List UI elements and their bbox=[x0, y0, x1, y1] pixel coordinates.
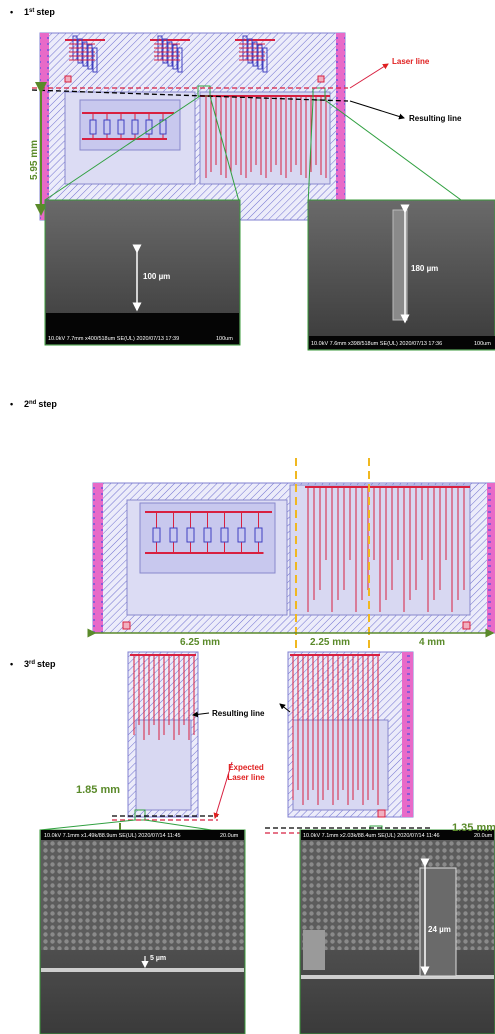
height-label: 1.85 mm bbox=[76, 784, 120, 796]
sem-caption: 10.0kV 7.7mm x400/518um SE(UL) 2020/07/1… bbox=[48, 336, 179, 342]
resistor bbox=[170, 528, 177, 542]
resistor bbox=[238, 528, 245, 542]
height-label: 5.95 mm bbox=[29, 140, 40, 180]
pad-strip bbox=[336, 33, 345, 220]
sem-scale: 100 µm bbox=[143, 272, 170, 281]
arrow bbox=[350, 64, 388, 88]
resistor bbox=[153, 528, 160, 542]
expected-laser-line: Expected bbox=[228, 763, 264, 772]
resulting-line-label: Resulting line bbox=[212, 709, 265, 718]
ordinal: rd bbox=[29, 660, 35, 666]
bullet: • bbox=[10, 7, 13, 17]
resistor bbox=[118, 120, 124, 134]
resulting-line-label: Resulting line bbox=[409, 114, 462, 123]
resistor bbox=[104, 120, 110, 134]
sem-caption: 10.0kV 7.1mm x1.49k/88.9um SE(UL) 2020/0… bbox=[44, 833, 181, 839]
ordinal: st bbox=[29, 8, 34, 14]
width-label: 2.25 mm bbox=[310, 637, 350, 648]
width-label: 4 mm bbox=[419, 637, 445, 648]
pad-strip bbox=[402, 652, 413, 817]
marker-square bbox=[318, 76, 324, 82]
sem-scale: 5 µm bbox=[150, 955, 166, 962]
resistor bbox=[204, 528, 211, 542]
pad-strip bbox=[93, 483, 103, 633]
sem-caption: 10.0kV 7.1mm x2.03k/88.4um SE(UL) 2020/0… bbox=[303, 833, 440, 839]
sem-scale: 180 µm bbox=[411, 264, 438, 273]
sem-caption: 10.0kV 7.6mm x398/518um SE(UL) 2020/07/1… bbox=[311, 341, 442, 347]
sem-scale: 24 µm bbox=[428, 925, 451, 934]
bullet: • bbox=[10, 659, 13, 669]
edge bbox=[41, 968, 244, 972]
step-label: step bbox=[38, 399, 57, 409]
region bbox=[293, 720, 388, 810]
marker-square bbox=[123, 622, 130, 629]
debris bbox=[303, 930, 325, 970]
texture bbox=[301, 840, 494, 950]
body: • 1ststep Laser line Resulting line 5.95… bbox=[0, 0, 495, 1034]
sem-bar: 100um bbox=[216, 336, 233, 342]
resistor bbox=[90, 120, 96, 134]
resistor bbox=[255, 528, 262, 542]
pad-strip bbox=[487, 483, 495, 633]
resistor bbox=[187, 528, 194, 542]
ordinal: nd bbox=[29, 400, 37, 406]
marker-square bbox=[378, 810, 385, 817]
step-label: step bbox=[37, 659, 56, 669]
arrow bbox=[350, 101, 404, 118]
texture bbox=[41, 840, 244, 950]
sem-bar: 100um bbox=[474, 341, 491, 347]
sem-bar: 20.0um bbox=[474, 833, 493, 839]
resistor bbox=[132, 120, 138, 134]
width-label: 6.25 mm bbox=[180, 637, 220, 648]
laser-line-label: Laser line bbox=[392, 57, 430, 66]
sem-bar: 20.0um bbox=[220, 833, 239, 839]
expected-laser-line: Laser line bbox=[227, 773, 265, 782]
marker-square bbox=[65, 76, 71, 82]
resistor bbox=[221, 528, 228, 542]
page: Laser cutting steps {"step1": {"bullet":… bbox=[0, 0, 495, 1034]
bullet: • bbox=[10, 399, 13, 409]
decorations bbox=[32, 33, 495, 1034]
edge bbox=[301, 975, 494, 979]
figure: • 1ststep Laser line Resulting line 5.95… bbox=[0, 0, 495, 1034]
marker-square bbox=[463, 622, 470, 629]
step-label: step bbox=[36, 7, 55, 17]
